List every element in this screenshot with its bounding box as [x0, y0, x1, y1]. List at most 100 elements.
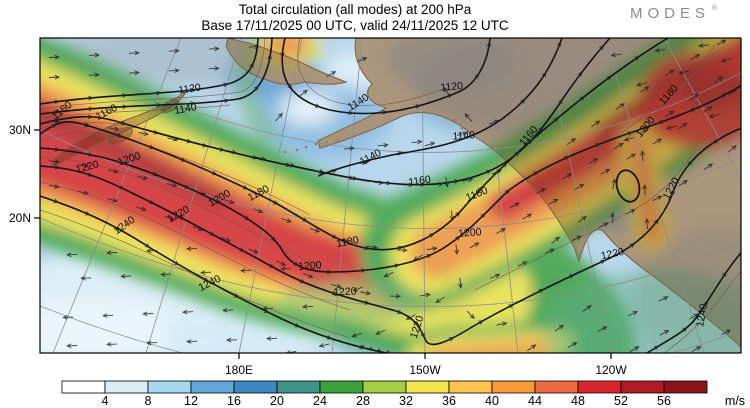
wind-arrow: [529, 171, 539, 178]
wind-arrow: [208, 66, 220, 71]
wind-arrow: [352, 286, 363, 292]
wind-arrow: [137, 175, 149, 180]
contour-label: 1240: [694, 303, 710, 328]
wind-arrow: [383, 271, 394, 278]
wind-arrow: [281, 218, 292, 223]
colorbar-tick-label: 20: [270, 394, 284, 408]
wind-arrow: [559, 156, 570, 162]
wind-arrow: [610, 212, 615, 224]
wind-arrow: [477, 212, 486, 222]
wind-arrow: [708, 113, 720, 119]
wind-arrow: [48, 159, 60, 164]
wind-arrow: [503, 304, 514, 310]
wind-arrow: [275, 260, 287, 266]
wind-arrow: [309, 227, 321, 233]
contour-label: 1120: [178, 81, 202, 96]
contour-label: 1220: [333, 285, 357, 298]
wind-arrow: [112, 132, 123, 138]
wind-arrow: [268, 198, 279, 205]
wind-arrow: [279, 266, 292, 272]
intermediate-contours: [40, 38, 741, 353]
wind-arrow: [120, 273, 132, 279]
wind-arrow: [716, 39, 727, 46]
wind-arrow: [298, 89, 308, 97]
wind-arrow: [464, 113, 473, 122]
coastlines: [51, 38, 741, 353]
wind-arrow: [354, 344, 365, 350]
wind-arrow: [414, 182, 426, 188]
wind-arrow: [421, 253, 433, 259]
closed-low-contour: [615, 169, 641, 203]
wind-arrow: [326, 169, 338, 174]
wind-arrow: [658, 296, 669, 302]
wind-arrow: [343, 175, 355, 181]
wind-arrow: [356, 57, 368, 62]
wind-arrow: [164, 215, 176, 221]
wind-arrow: [721, 329, 732, 336]
wind-arrow: [588, 158, 599, 165]
wind-arrow: [140, 241, 151, 248]
wind-arrow: [240, 268, 252, 273]
wind-arrow: [321, 334, 333, 340]
wind-arrow: [82, 152, 94, 157]
chart-title: Total circulation (all modes) at 200 hPa: [239, 2, 472, 17]
wind-arrow: [448, 179, 460, 184]
colorbar-cell: [319, 380, 364, 394]
colorbar-tick-label: 12: [184, 394, 198, 408]
wind-arrow: [489, 119, 500, 125]
wind-arrow: [295, 278, 306, 284]
wind-arrow: [501, 189, 511, 197]
wind-arrow: [481, 169, 492, 175]
wind-arrow: [195, 190, 207, 196]
wind-arrow: [168, 48, 180, 54]
modes-logo: MODES: [630, 5, 710, 22]
wind-arrow: [664, 110, 675, 118]
colorbar-cell: [663, 380, 708, 394]
wind-arrow: [629, 346, 640, 353]
wind-arrow: [622, 131, 633, 136]
wind-arrow: [80, 210, 91, 216]
wind-arrow: [375, 329, 386, 335]
contour-label: 1220: [600, 246, 625, 263]
hawaii-islands: [361, 344, 390, 353]
colorbar-cell: [491, 380, 536, 394]
wind-arrow: [115, 160, 127, 165]
wind-arrow: [419, 327, 425, 339]
wind-arrow: [108, 126, 120, 132]
wind-arrow: [184, 87, 196, 93]
wind-arrow: [596, 44, 605, 54]
wind-arrow: [642, 184, 648, 196]
wind-arrow: [106, 250, 118, 256]
wind-arrow: [167, 137, 179, 142]
wind-arrow: [540, 71, 547, 82]
wind-arrow: [714, 76, 724, 83]
wind-arrow: [444, 337, 455, 343]
wind-arrow: [200, 270, 212, 275]
wind-arrow: [388, 263, 400, 268]
wind-arrow: [184, 101, 196, 106]
wind-arrow: [432, 181, 444, 187]
wind-arrow: [78, 190, 90, 195]
wind-arrow: [192, 226, 204, 231]
wind-arrow: [62, 315, 74, 320]
wind-arrow: [466, 310, 475, 319]
wind-arrow: [80, 275, 92, 281]
contour-label: 1180: [335, 234, 359, 250]
wind-arrow: [527, 344, 537, 352]
colorbar-tick-label: 24: [313, 394, 327, 408]
wind-arrow: [610, 52, 622, 58]
wind-arrow: [147, 171, 159, 177]
wind-arrow: [698, 43, 710, 48]
wind-arrow: [644, 217, 650, 230]
wind-arrow: [670, 188, 675, 200]
wind-arrow: [654, 47, 666, 53]
wind-arrow: [343, 146, 355, 151]
wind-arrow: [181, 138, 192, 144]
wind-arrow: [102, 313, 114, 318]
wind-arrow: [640, 150, 645, 162]
wind-arrow: [150, 102, 162, 108]
colorbar-unit: m/s: [725, 394, 745, 408]
wind-arrow: [562, 173, 573, 180]
wind-arrow: [678, 122, 688, 130]
colorbar-cell: [448, 380, 493, 394]
